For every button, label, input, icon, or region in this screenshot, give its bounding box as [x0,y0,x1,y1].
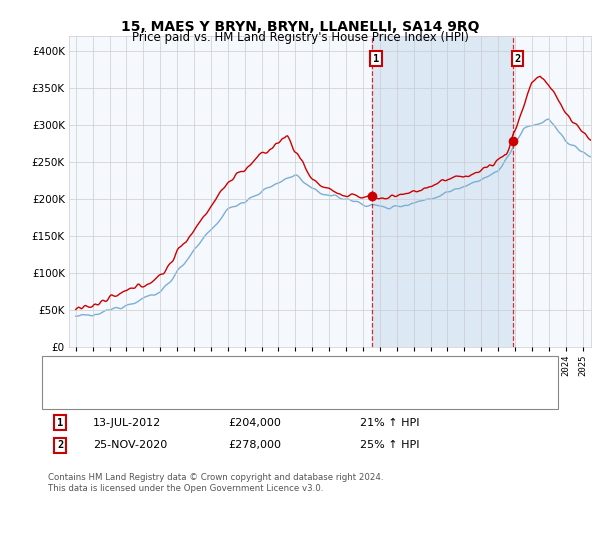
Text: 2: 2 [514,54,521,64]
Text: Price paid vs. HM Land Registry's House Price Index (HPI): Price paid vs. HM Land Registry's House … [131,31,469,44]
Text: HPI: Average price, detached house, Carmarthenshire: HPI: Average price, detached house, Carm… [105,381,386,391]
Text: ────: ──── [66,365,96,378]
Text: 25-NOV-2020: 25-NOV-2020 [93,440,167,450]
Text: 2: 2 [57,440,63,450]
Text: 13-JUL-2012: 13-JUL-2012 [93,418,161,428]
Text: 1: 1 [373,54,379,64]
Bar [372,36,513,347]
Text: Contains HM Land Registry data © Crown copyright and database right 2024.
This d: Contains HM Land Registry data © Crown c… [48,473,383,493]
Text: 15, MAES Y BRYN, BRYN, LLANELLI, SA14 9RQ (detached house): 15, MAES Y BRYN, BRYN, LLANELLI, SA14 9R… [105,366,437,376]
Text: ────: ──── [66,380,96,393]
Text: £278,000: £278,000 [228,440,281,450]
Text: £204,000: £204,000 [228,418,281,428]
Text: 1: 1 [57,418,63,428]
Text: 15, MAES Y BRYN, BRYN, LLANELLI, SA14 9RQ: 15, MAES Y BRYN, BRYN, LLANELLI, SA14 9R… [121,20,479,34]
Text: 21% ↑ HPI: 21% ↑ HPI [360,418,419,428]
Text: 25% ↑ HPI: 25% ↑ HPI [360,440,419,450]
